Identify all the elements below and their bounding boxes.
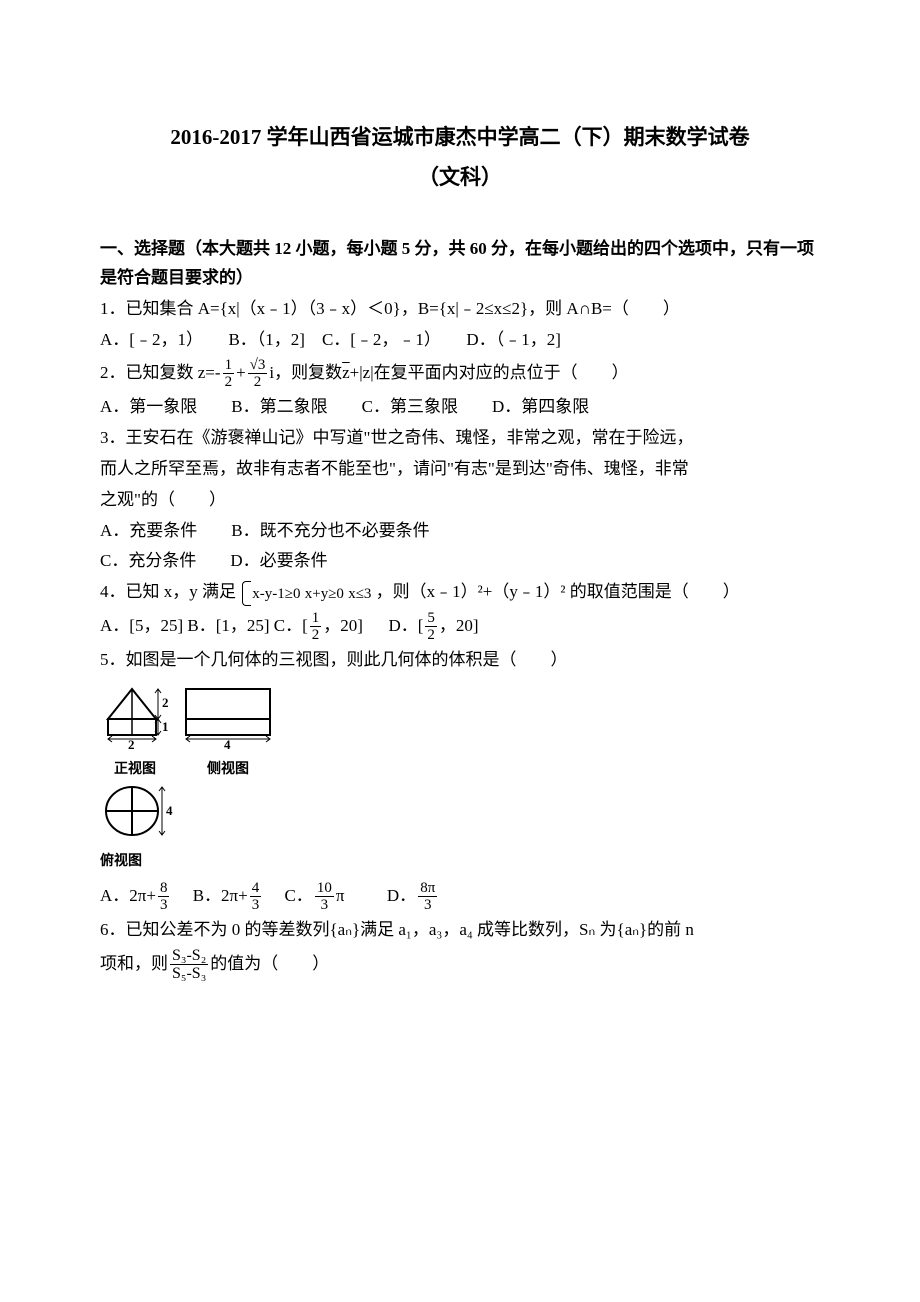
question-5: 5．如图是一个几何体的三视图，则此几何体的体积是（ ）	[100, 646, 820, 675]
q4-optC-pre: C．[	[274, 616, 308, 635]
q5-optA-frac: 83	[158, 880, 170, 914]
q5-optB-t: 2π+	[221, 886, 248, 905]
svg-text:4: 4	[166, 803, 173, 818]
front-view-label: 正视图	[100, 758, 170, 782]
question-6-line2: 项和，则S₃-S₂S₅-S₃的值为（ ）	[100, 947, 820, 983]
doc-title: 2016-2017 学年山西省运城市康杰中学高二（下）期末数学试卷	[100, 120, 820, 156]
q5-optB-frac: 43	[250, 880, 262, 914]
q2-frac1: 12	[223, 357, 235, 391]
q2-absz: +|z|	[350, 363, 374, 382]
three-view-figure: 2 1 2 正视图 4 侧视图	[100, 681, 820, 874]
question-3-line2: 而人之所罕至焉，故非有志者不能至也"，请问"有志"是到达"奇伟、瑰怪，非常	[100, 455, 820, 484]
side-view: 4 侧视图	[178, 681, 278, 782]
question-1-options: A．[﹣2，1） B．（1，2] C．[﹣2，﹣1） D．（﹣1，2]	[100, 326, 820, 355]
top-view-svg: 4	[100, 781, 180, 841]
question-3-options1: A．充要条件 B．既不充分也不必要条件	[100, 517, 820, 546]
front-view-svg: 2 1 2	[100, 681, 170, 749]
q2-plus: +	[236, 363, 246, 382]
q6-l2b: 的值为（ ）	[210, 954, 329, 973]
q5-optC-post: π	[336, 886, 345, 905]
question-6-line1: 6．已知公差不为 0 的等差数列{aₙ}满足 a₁，a₃，a₄ 成等比数列，Sₙ…	[100, 916, 820, 945]
question-4-options: A．[5，25] B．[1，25] C．[12，20] D．[52，20]	[100, 610, 820, 644]
section-1-header: 一、选择题（本大题共 12 小题，每小题 5 分，共 60 分，在每小题给出的四…	[100, 235, 820, 293]
q2-suffix: 在复平面内对应的点位于（ ）	[374, 363, 629, 382]
q5-optC-frac: 103	[315, 880, 334, 914]
question-2-options: A．第一象限 B．第二象限 C．第三象限 D．第四象限	[100, 393, 820, 422]
q4-optB: B．[1，25]	[187, 616, 269, 635]
q2-z: z=	[198, 363, 215, 382]
q5-optA-t: 2π+	[129, 886, 156, 905]
q5-optA-pre: A．	[100, 886, 129, 905]
q4-optC-post: ，20]	[323, 616, 363, 635]
q2-prefix: 2．已知复数	[100, 363, 194, 382]
front-view: 2 1 2 正视图	[100, 681, 170, 782]
side-view-svg: 4	[178, 681, 278, 749]
q5-optC-pre: C．	[267, 886, 312, 905]
svg-text:2: 2	[128, 737, 135, 749]
doc-subtitle: （文科）	[100, 160, 820, 196]
question-2: 2．已知复数 z=-12+√32i，则复数z+|z|在复平面内对应的点位于（ ）	[100, 357, 820, 391]
q2-neg: -	[215, 363, 221, 382]
q4-optA: A．[5，25]	[100, 616, 183, 635]
top-view-label: 俯视图	[100, 850, 820, 874]
svg-text:4: 4	[224, 737, 231, 749]
question-4: 4．已知 x，y 满足 x-y-1≥0 x+y≥0 x≤3 ，则（x﹣1）²+（…	[100, 578, 820, 608]
svg-text:2: 2	[162, 695, 169, 710]
q2-mid: ，则复数	[274, 363, 342, 382]
question-3-line3: 之观"的（ ）	[100, 486, 820, 515]
q6-frac: S₃-S₂S₅-S₃	[170, 947, 208, 983]
q2-frac2: √32	[248, 357, 268, 391]
q4-optD-post: ，20]	[439, 616, 479, 635]
question-3-options2: C．充分条件 D．必要条件	[100, 547, 820, 576]
q4-system: x-y-1≥0 x+y≥0 x≤3	[240, 579, 371, 608]
q5-optD-frac: 8π3	[418, 880, 437, 914]
svg-text:1: 1	[162, 719, 169, 734]
q4-optC-frac: 12	[310, 610, 322, 644]
q4-optD-frac: 52	[425, 610, 437, 644]
q4-optD-pre: D．[	[388, 616, 423, 635]
q2-zbar: z	[342, 363, 350, 382]
top-view: 4 俯视图	[100, 781, 820, 874]
q6-l2a: 项和，则	[100, 954, 168, 973]
question-1: 1．已知集合 A={x|（x﹣1）（3﹣x）＜0}，B={x|﹣2≤x≤2}，则…	[100, 295, 820, 324]
question-3-line1: 3．王安石在《游褒禅山记》中写道"世之奇伟、瑰怪，非常之观，常在于险远，	[100, 424, 820, 453]
question-5-options: A．2π+83 B．2π+43 C．103π D．8π3	[100, 880, 820, 914]
q4-suffix: ，则（x﹣1）²+（y﹣1）² 的取值范围是（ ）	[376, 582, 740, 601]
side-view-label: 侧视图	[178, 758, 278, 782]
q4-prefix: 4．已知 x，y 满足	[100, 582, 236, 601]
q5-optB-pre: B．	[176, 886, 221, 905]
q5-optD-pre: D．	[370, 886, 416, 905]
